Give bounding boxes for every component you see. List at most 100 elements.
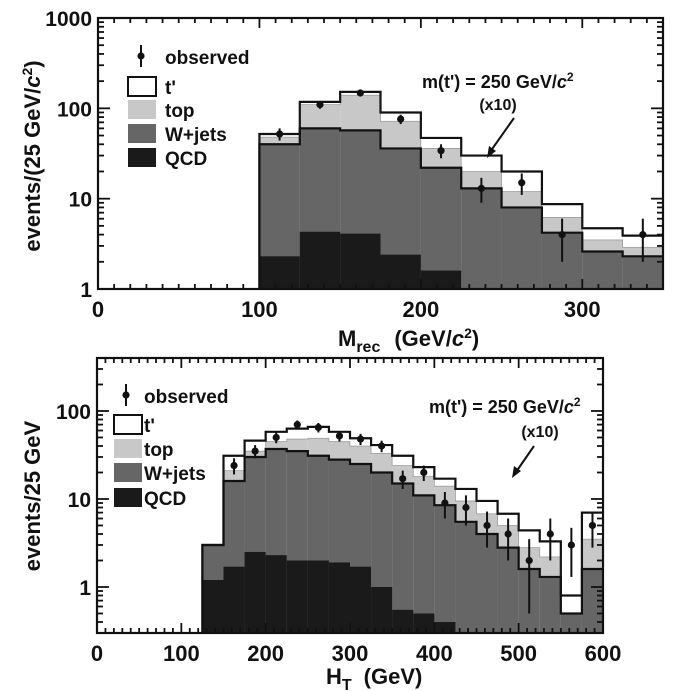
bottom-annotation-line1: m(t') = 250 GeV/c2: [429, 395, 581, 417]
observed-point: [588, 511, 597, 548]
y-tick-label: 10: [68, 489, 91, 512]
legend-swatch-top: [114, 439, 142, 458]
data-point: [230, 461, 238, 470]
data-point: [276, 130, 284, 138]
bin-bar: [476, 534, 498, 633]
observed-points: [276, 89, 647, 262]
observed-point: [518, 173, 526, 195]
top-x-ticks: 0 100 200 300: [92, 18, 664, 322]
bin-bar: [539, 576, 561, 633]
bin-bar: [582, 251, 623, 289]
bin-bar: [497, 547, 519, 633]
data-point: [546, 530, 554, 538]
legend-marker-observed: [122, 384, 130, 406]
observed-point: [397, 114, 405, 125]
bottom-legend: observed t' top W+jets QCD: [113, 384, 228, 510]
top-y-axis-label: events/(25 GeV/c2): [19, 60, 45, 251]
bottom-panel: 0 100 200 300 400 500 600 1 10 100 observed t' t…: [20, 356, 621, 691]
bin-bar: [340, 233, 381, 289]
data-point: [525, 556, 533, 565]
data-point: [441, 499, 449, 507]
top-annotation-line2: (x10): [479, 97, 516, 114]
bin-bar: [455, 521, 477, 633]
y-tick-label: 1000: [45, 8, 92, 31]
top-plot-frame: [96, 16, 665, 291]
x-tick-label: 200: [247, 641, 284, 666]
data-point: [378, 442, 386, 450]
series-qcd-bins: [202, 551, 456, 633]
x-tick-label: 100: [163, 641, 200, 666]
bin-bar: [413, 613, 435, 633]
legend-swatch-wjets: [128, 124, 156, 143]
tprime-outline: [258, 90, 663, 289]
observed-point: [462, 495, 470, 526]
bin-bar: [392, 609, 414, 633]
bin-bar: [259, 256, 300, 289]
top-annotation-arrowhead: [487, 146, 496, 158]
observed-point: [504, 518, 512, 561]
y-tick-label: 10: [69, 189, 92, 212]
observed-point: [316, 100, 324, 109]
legend-label-top: top: [144, 440, 174, 461]
x-tick-label: 0: [92, 297, 104, 322]
bin-bar: [420, 270, 462, 289]
observed-point: [639, 218, 647, 262]
data-point: [420, 468, 428, 477]
bin-bar: [501, 207, 542, 289]
observed-point: [335, 431, 344, 442]
series-qcd-bins: [259, 231, 462, 289]
observed-point: [567, 527, 575, 577]
bin-bar: [560, 613, 582, 633]
legend-label-wjets: W+jets: [144, 464, 206, 485]
observed-point: [272, 432, 280, 444]
y-tick-label: 1: [80, 279, 92, 302]
bin-bar: [413, 495, 435, 633]
bin-bar: [380, 254, 421, 289]
data-point: [437, 147, 445, 155]
data-point: [356, 435, 365, 443]
legend-marker-observed: [137, 45, 145, 67]
bin-bar: [434, 622, 456, 633]
bottom-annotation: m(t') = 250 GeV/c2 (x10): [429, 395, 581, 478]
top-panel: 0 100 200 300 1 10 100 1000 observed t' top W+…: [19, 8, 665, 356]
data-point: [356, 89, 364, 97]
bin-bar: [244, 551, 266, 633]
observed-point: [276, 128, 284, 141]
bottom-annotation-line2: (x10): [521, 424, 558, 441]
observed-point: [378, 440, 386, 453]
top-annotation-line1: m(t') = 250 GeV/c2: [422, 70, 574, 92]
legend-swatch-qcd: [114, 488, 142, 507]
top-annotation: m(t') = 250 GeV/c2 (x10): [422, 70, 574, 158]
bottom-y-axis-label: events/25 GeV: [20, 420, 45, 571]
observed-point: [356, 89, 364, 97]
legend-swatch-wjets: [114, 463, 142, 482]
top-y-ticks: 1 10 100 1000: [45, 8, 663, 302]
data-point: [483, 521, 491, 530]
top-legend: observed t' top W+jets QCD: [127, 45, 249, 170]
legend-label-wjets: W+jets: [165, 125, 227, 146]
top-x-axis-label: Mrec (GeV/c2): [338, 325, 479, 356]
bin-bar: [223, 566, 245, 633]
observed-point: [314, 423, 322, 433]
legend-label-top: top: [165, 101, 195, 122]
legend-label-qcd: QCD: [144, 489, 186, 510]
data-point: [316, 100, 324, 109]
data-point: [518, 179, 526, 187]
bin-bar: [307, 560, 329, 633]
legend-label-tprime: t': [165, 78, 176, 99]
bottom-y-ticks: 1 10 100: [56, 357, 603, 634]
bin-bar: [265, 555, 287, 633]
observed-point: [356, 433, 365, 446]
legend-swatch-tprime: [127, 76, 157, 97]
data-point: [335, 432, 344, 440]
legend-label-observed: observed: [165, 48, 249, 69]
y-tick-label: 100: [56, 401, 91, 424]
data-point: [293, 421, 301, 429]
observed-point: [230, 458, 238, 475]
data-point: [639, 231, 647, 239]
x-tick-label: 100: [241, 297, 278, 322]
legend-swatch-tprime: [113, 414, 143, 435]
data-point: [588, 521, 597, 530]
bottom-x-ticks: 0 100 200 300 400 500 600: [91, 358, 621, 666]
bottom-annotation-arrowhead: [512, 466, 521, 478]
